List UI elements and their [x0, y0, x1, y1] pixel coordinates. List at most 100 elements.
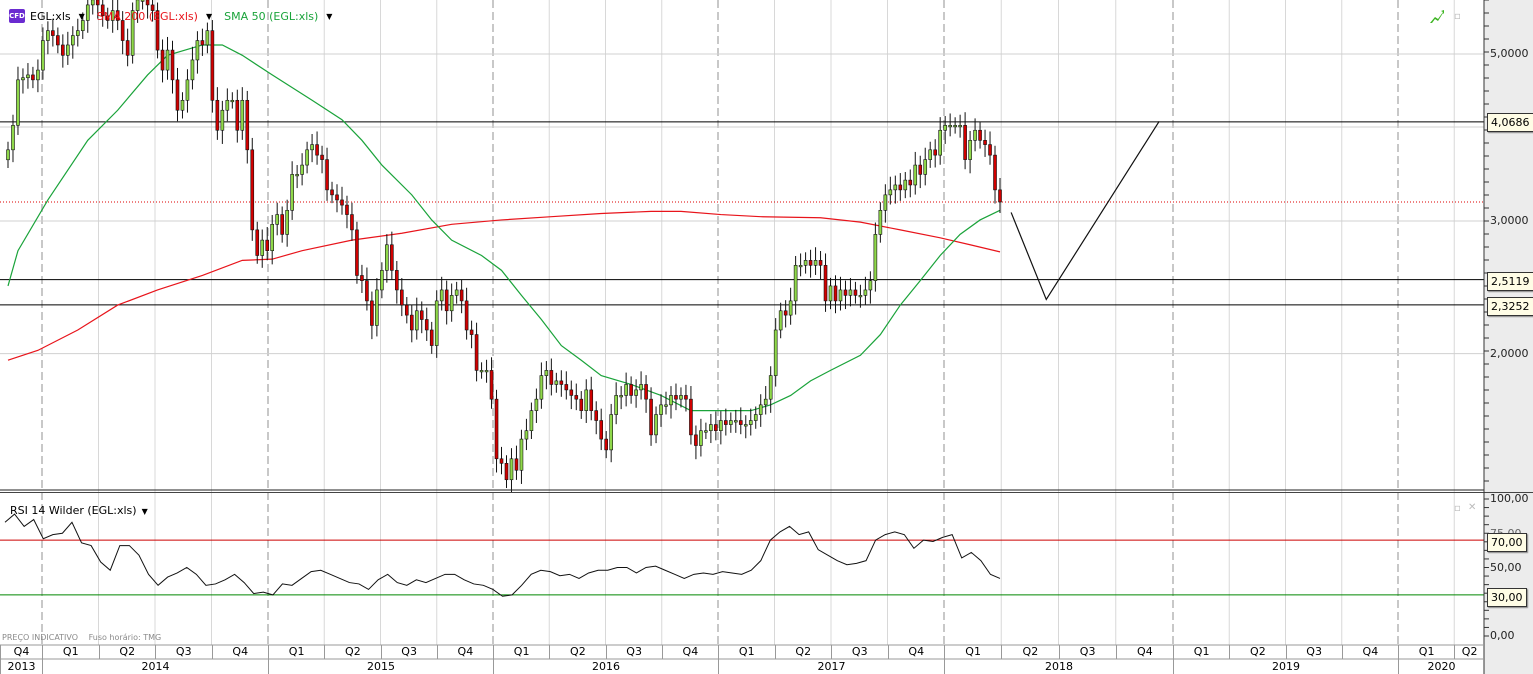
candle — [295, 165, 299, 189]
candle — [469, 320, 474, 349]
candle-body-down — [724, 420, 728, 425]
candle — [699, 418, 703, 457]
candle — [833, 275, 838, 314]
candle-body-up — [21, 77, 25, 81]
candle — [988, 131, 992, 165]
rsi-lower-label[interactable]: 30,00 — [1487, 588, 1527, 607]
rsi-panel-plot — [0, 513, 1484, 597]
candle — [943, 115, 947, 144]
symbol-dropdown-icon[interactable]: ▼ — [78, 11, 85, 21]
price-axis-background — [1484, 0, 1533, 674]
candle — [260, 229, 265, 268]
candle — [973, 118, 977, 152]
candle — [808, 249, 813, 278]
level-label-2-5119[interactable]: 2,5119 — [1487, 272, 1533, 291]
candle — [908, 169, 913, 198]
candle-body-up — [140, 0, 145, 2]
candle — [853, 281, 858, 304]
candle — [16, 66, 20, 135]
level-label-2-3252[interactable]: 2,3252 — [1487, 297, 1533, 316]
candle — [579, 391, 584, 419]
symbol-label[interactable]: EGL:xls — [30, 9, 71, 23]
candle — [180, 92, 185, 119]
candle-body-up — [240, 99, 245, 131]
candle — [589, 376, 594, 421]
rsi-upper-label[interactable]: 70,00 — [1487, 533, 1527, 552]
candle — [51, 18, 55, 47]
candle-body-down — [464, 300, 469, 331]
candle-body-up — [619, 395, 623, 398]
candle — [220, 100, 225, 144]
candle-body-down — [694, 434, 698, 446]
candle-body-down — [604, 438, 608, 451]
candle — [888, 176, 893, 205]
candle-body-up — [454, 289, 459, 296]
candle-body-up — [758, 404, 763, 415]
year-label: 2016 — [493, 659, 718, 674]
candle-body-up — [664, 404, 668, 407]
candle-body-up — [878, 210, 883, 235]
sma200-label[interactable]: SMA 200 (EGL:xls) — [96, 9, 198, 23]
candle-body-up — [544, 370, 549, 376]
projection-line[interactable] — [1010, 120, 1160, 301]
rsi-label[interactable]: RSI 14 Wilder (EGL:xls) — [10, 504, 137, 517]
quarter-label: Q2 — [1001, 645, 1058, 659]
trend-icon[interactable] — [1429, 10, 1445, 24]
candle — [489, 357, 494, 409]
horizontal-levels[interactable] — [0, 121, 1484, 306]
candle-body-down — [31, 74, 35, 81]
candle — [424, 307, 429, 341]
candle — [459, 279, 464, 314]
candle-body-down — [629, 384, 633, 396]
candle-body-down — [400, 289, 404, 306]
candle — [843, 280, 848, 310]
candle — [569, 380, 574, 410]
candle-body-up — [190, 59, 195, 81]
candle-body-down — [404, 304, 409, 316]
candle-body-down — [245, 99, 250, 151]
candle-body-up — [803, 260, 808, 266]
rsi-close-icon[interactable]: ✕ — [1468, 502, 1477, 513]
candle — [175, 67, 180, 122]
candle-body-up — [584, 389, 589, 411]
sma50-dropdown-icon[interactable]: ▼ — [326, 11, 333, 21]
cfd-icon: CFD — [9, 9, 25, 23]
candle-body-up — [768, 375, 773, 400]
level-label-4-0686[interactable]: 4,0686 — [1487, 113, 1533, 132]
year-label: 2014 — [42, 659, 268, 674]
candle — [594, 401, 599, 435]
rsi-dropdown-icon[interactable]: ▼ — [141, 507, 148, 516]
rsi-maximize-icon[interactable]: ▫ — [1454, 503, 1461, 514]
candle-body-up — [225, 99, 230, 111]
candle — [375, 278, 379, 337]
candle-body-up — [943, 125, 947, 131]
quarter-label: Q4 — [1115, 645, 1173, 659]
candle-body-up — [798, 265, 803, 268]
candle — [554, 372, 559, 393]
projection-trendline[interactable] — [1010, 120, 1160, 301]
footer-note: PREÇO INDICATIVO Fuso horário: TMG — [2, 633, 169, 642]
candle-body-down — [594, 410, 599, 421]
candle-body-up — [773, 329, 778, 376]
candle-body-up — [659, 404, 663, 415]
candle — [315, 131, 319, 165]
quarter-label: Q2 — [549, 645, 605, 659]
candle — [155, 2, 160, 59]
candle-body-down — [120, 20, 125, 41]
candle-body-down — [738, 420, 743, 425]
sma200-dropdown-icon[interactable]: ▼ — [205, 11, 213, 21]
candle-body-up — [958, 125, 962, 128]
maximize-panel-icon[interactable]: ▫ — [1454, 11, 1461, 22]
sma50-label[interactable]: SMA 50 (EGL:xls) — [224, 9, 319, 23]
candle-body-down — [684, 395, 688, 400]
candle-body-down — [340, 199, 344, 206]
candle — [813, 247, 818, 275]
candle — [729, 412, 733, 433]
candle-body-down — [514, 458, 519, 471]
candle-body-up — [509, 458, 514, 481]
quarter-label: Q4 — [436, 645, 493, 659]
candle-body-up — [71, 35, 75, 46]
candle-body-down — [908, 179, 913, 186]
rsi-legend[interactable]: RSI 14 Wilder (EGL:xls) ▼ — [10, 504, 148, 517]
